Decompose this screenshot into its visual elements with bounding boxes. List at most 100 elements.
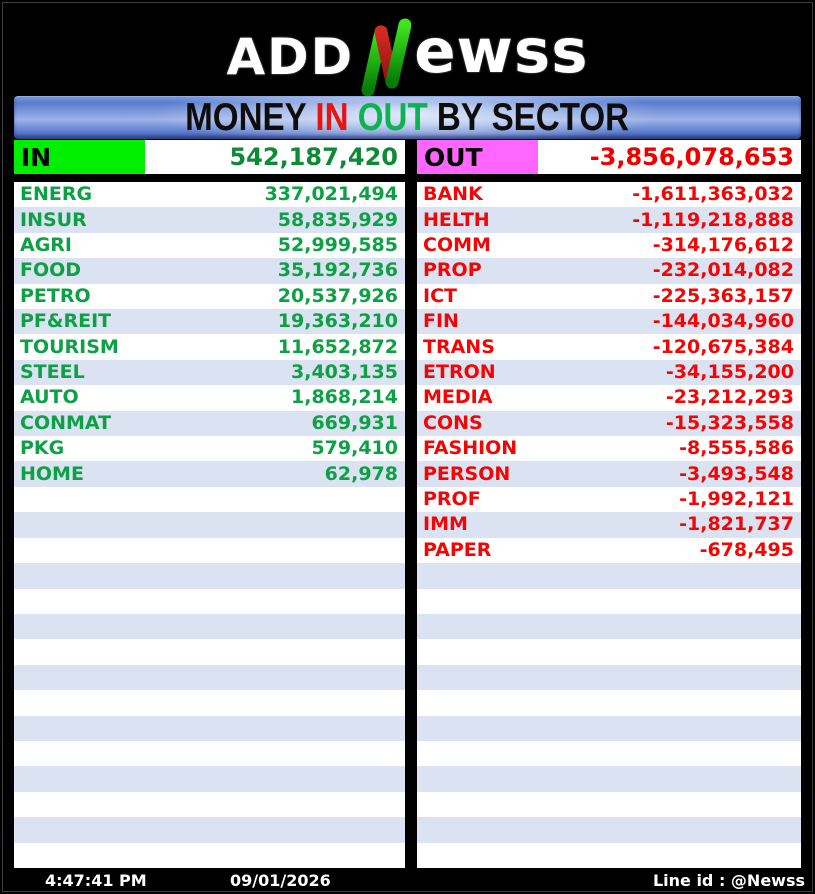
sector-row <box>14 741 405 766</box>
in-header-row: IN 542,187,420 <box>14 140 405 174</box>
sector-label: FASHION <box>423 437 518 460</box>
sector-label: PROP <box>423 259 482 282</box>
sector-value: -225,363,157 <box>652 284 794 307</box>
sector-value: -314,176,612 <box>652 234 794 257</box>
sector-row: INSUR 58,835,929 <box>14 207 405 233</box>
sector-value: 20,537,926 <box>277 284 398 307</box>
sector-value: -678,495 <box>699 538 794 561</box>
sector-label: BANK <box>423 183 483 206</box>
sector-row: HOME 62,978 <box>14 461 405 487</box>
sector-label: ENERG <box>20 183 93 206</box>
sector-row <box>14 589 405 614</box>
sector-row <box>417 664 801 691</box>
sector-value: -144,034,960 <box>652 310 794 333</box>
out-sector-table: BANK -1,611,363,032 HELTH -1,119,218,888 COM… <box>417 182 801 868</box>
sector-label: PKG <box>20 437 65 460</box>
sector-row: IMM -1,821,737 <box>417 512 801 538</box>
sector-label: ETRON <box>423 361 496 384</box>
sector-row: TRANS -120,675,384 <box>417 334 801 359</box>
sector-row: FASHION -8,555,586 <box>417 436 801 461</box>
sector-label: PROF <box>423 488 481 511</box>
sector-row: PAPER -678,495 <box>417 538 801 563</box>
sector-row: AGRI 52,999,585 <box>14 233 405 258</box>
footer-bar: 4:47:41 PM 09/01/2026 Line id : @Newss <box>0 868 815 894</box>
page-title: MONEY IN OUT BY SECTOR <box>186 98 630 137</box>
sector-label: INSUR <box>20 208 87 231</box>
sector-label: PAPER <box>423 538 492 561</box>
sector-value: -8,555,586 <box>679 437 794 460</box>
sector-row: CONMAT 669,931 <box>14 410 405 437</box>
sector-label: TRANS <box>423 335 495 358</box>
sector-value: 579,410 <box>311 437 398 460</box>
sector-row <box>417 792 801 817</box>
sector-label: FOOD <box>20 259 82 282</box>
sector-row <box>14 512 405 538</box>
sector-row: CONS -15,323,558 <box>417 410 801 437</box>
sector-value: 1,868,214 <box>291 386 398 409</box>
sector-row <box>14 766 405 792</box>
in-label: IN <box>14 140 145 174</box>
sector-value: -120,675,384 <box>652 335 794 358</box>
sector-value: -1,611,363,032 <box>632 183 794 206</box>
title-money: MONEY <box>185 96 316 139</box>
sector-label: PETRO <box>20 284 91 307</box>
sector-value: 3,403,135 <box>291 361 398 384</box>
sector-value: 337,021,494 <box>264 183 398 206</box>
sector-row <box>417 589 801 614</box>
date: 09/01/2026 <box>230 871 331 890</box>
sector-row: STEEL 3,403,135 <box>14 359 405 386</box>
clock-time: 4:47:41 PM <box>45 871 147 890</box>
logo: ADD ewss <box>0 8 815 97</box>
logo-text-ewss: ewss <box>414 16 589 87</box>
sector-row <box>417 563 801 589</box>
sector-value: -232,014,082 <box>652 259 794 282</box>
sector-label: COMM <box>423 234 491 257</box>
sector-row: PROF -1,992,121 <box>417 487 801 512</box>
sector-value: -34,155,200 <box>665 361 794 384</box>
sector-row: FIN -144,034,960 <box>417 309 801 335</box>
out-header-row: OUT -3,856,078,653 <box>417 140 801 174</box>
logo-n-icon <box>361 18 412 97</box>
sector-row: PKG 579,410 <box>14 436 405 461</box>
title-banner: MONEY IN OUT BY SECTOR <box>14 96 801 139</box>
sector-row <box>417 817 801 843</box>
title-in: IN <box>315 96 349 139</box>
sector-row: COMM -314,176,612 <box>417 233 801 258</box>
sector-row <box>14 563 405 589</box>
sector-label: CONMAT <box>20 411 112 434</box>
sector-label: STEEL <box>20 361 85 384</box>
sector-value: 52,999,585 <box>277 234 398 257</box>
sector-row <box>14 664 405 691</box>
sector-row: ICT -225,363,157 <box>417 284 801 309</box>
sector-row <box>417 741 801 766</box>
sector-row <box>14 715 405 741</box>
sector-row: ETRON -34,155,200 <box>417 359 801 386</box>
sector-row <box>14 639 405 664</box>
sector-label: IMM <box>423 513 468 536</box>
sector-row: PERSON -3,493,548 <box>417 461 801 487</box>
sector-value: -1,821,737 <box>679 513 794 536</box>
sector-value: 35,192,736 <box>277 259 398 282</box>
in-sector-table: ENERG 337,021,494 INSUR 58,835,929 AGRI 52,99… <box>14 182 405 868</box>
sector-row <box>14 843 405 868</box>
sector-row <box>14 792 405 817</box>
sector-value: 62,978 <box>324 462 398 485</box>
sector-value: -23,212,293 <box>665 386 794 409</box>
sector-row: FOOD 35,192,736 <box>14 258 405 284</box>
sector-value: 19,363,210 <box>277 310 398 333</box>
sector-label: MEDIA <box>423 386 493 409</box>
sector-value: 669,931 <box>311 411 398 434</box>
sector-label: PERSON <box>423 462 511 485</box>
sector-label: FIN <box>423 310 459 333</box>
sector-row <box>14 690 405 715</box>
sector-label: PF&REIT <box>20 310 112 333</box>
sector-row <box>14 538 405 563</box>
sector-row: ENERG 337,021,494 <box>14 182 405 207</box>
sector-row <box>417 715 801 741</box>
sector-row: HELTH -1,119,218,888 <box>417 207 801 233</box>
sector-row: PF&REIT 19,363,210 <box>14 309 405 335</box>
sector-value: -1,992,121 <box>679 488 794 511</box>
logo-text-add: ADD <box>226 28 355 86</box>
sector-row <box>14 487 405 512</box>
